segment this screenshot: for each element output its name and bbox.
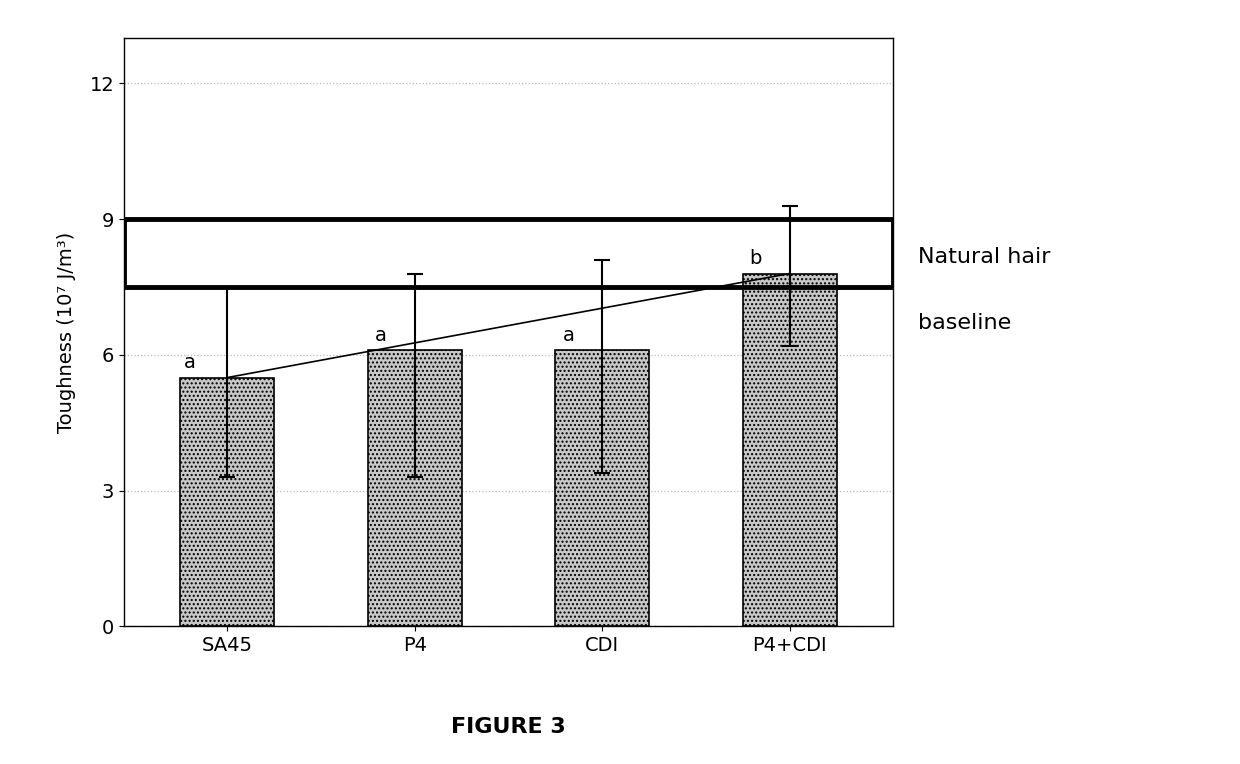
Text: b: b [750,249,763,268]
Text: a: a [184,353,196,372]
Text: Natural hair: Natural hair [918,248,1050,267]
Y-axis label: Toughness (10⁷ J/m³): Toughness (10⁷ J/m³) [57,231,76,433]
Bar [368,351,461,626]
Text: baseline: baseline [918,313,1011,333]
Text: a: a [563,326,574,345]
Text: a: a [374,326,387,345]
Bar [180,377,274,626]
Bar [743,274,837,626]
Bar [556,351,649,626]
Bar [124,219,893,287]
Text: FIGURE 3: FIGURE 3 [451,717,565,737]
